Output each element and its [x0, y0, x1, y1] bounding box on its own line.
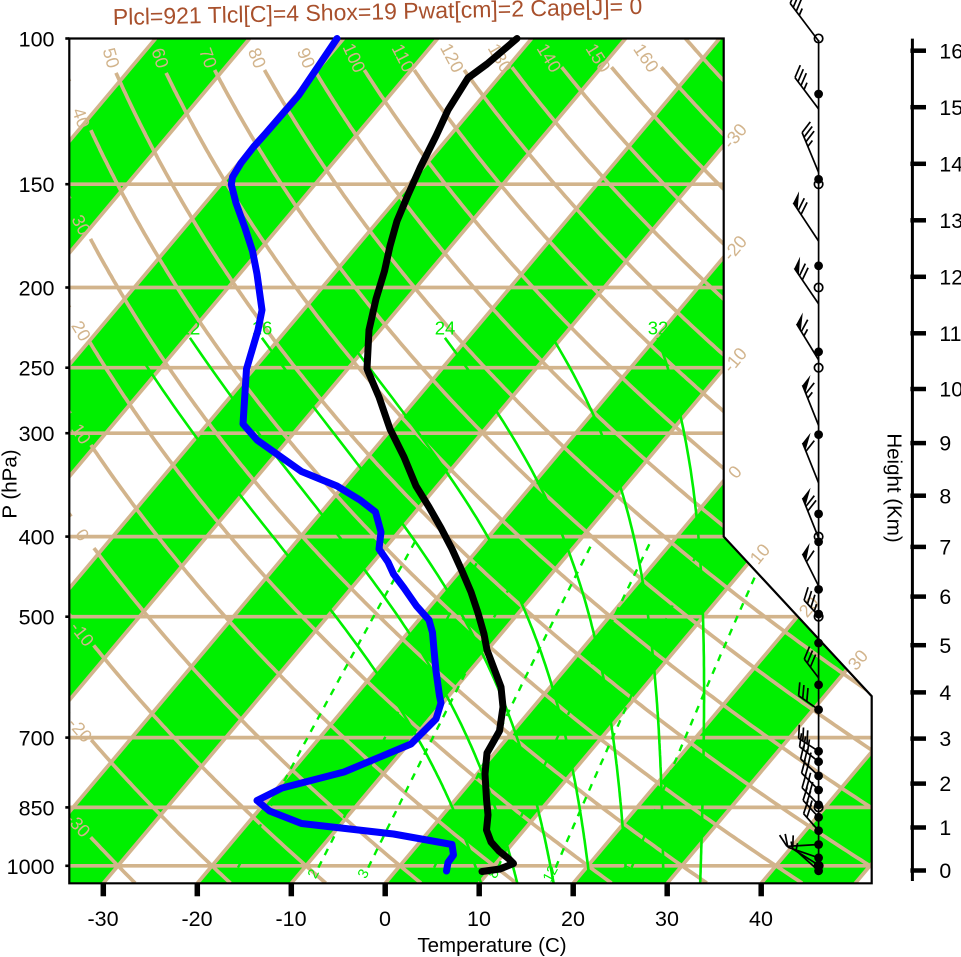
svg-text:16: 16 [939, 39, 961, 63]
svg-text:20: 20 [337, 318, 358, 339]
svg-text:-30: -30 [87, 907, 118, 931]
svg-text:8: 8 [939, 484, 951, 508]
svg-text:1000: 1000 [7, 855, 55, 879]
svg-text:400: 400 [19, 526, 55, 550]
svg-text:14: 14 [939, 152, 961, 176]
svg-text:13: 13 [939, 209, 961, 233]
svg-text:11: 11 [939, 322, 961, 346]
svg-text:30: 30 [655, 907, 679, 931]
svg-text:2: 2 [939, 772, 951, 796]
svg-text:0: 0 [379, 907, 391, 931]
svg-text:10: 10 [939, 378, 961, 402]
svg-text:P (hPa): P (hPa) [0, 449, 21, 518]
svg-text:-20: -20 [181, 907, 212, 931]
svg-text:200: 200 [19, 277, 55, 301]
svg-text:20: 20 [561, 907, 585, 931]
svg-text:3: 3 [939, 727, 951, 751]
svg-text:5: 5 [939, 634, 951, 658]
svg-text:0: 0 [939, 859, 951, 883]
svg-text:8: 8 [123, 318, 133, 339]
svg-text:4: 4 [939, 681, 951, 705]
svg-text:300: 300 [19, 422, 55, 446]
svg-text:40: 40 [749, 907, 773, 931]
svg-text:12: 12 [540, 863, 562, 885]
svg-text:12: 12 [939, 265, 961, 289]
svg-text:500: 500 [19, 606, 55, 630]
svg-text:15: 15 [939, 96, 961, 120]
svg-text:850: 850 [19, 796, 55, 820]
svg-text:250: 250 [19, 357, 55, 381]
svg-text:20: 20 [616, 863, 638, 885]
svg-text:150: 150 [19, 173, 55, 197]
svg-text:28: 28 [543, 318, 564, 339]
svg-text:100: 100 [19, 28, 55, 52]
svg-text:32: 32 [648, 318, 669, 339]
svg-text:Height (Km): Height (Km) [883, 433, 906, 542]
svg-text:6: 6 [939, 585, 951, 609]
svg-text:1: 1 [939, 816, 951, 840]
svg-text:12: 12 [180, 318, 201, 339]
svg-text:Temperature (C): Temperature (C) [417, 934, 566, 957]
svg-text:7: 7 [939, 536, 951, 560]
svg-text:-10: -10 [275, 907, 306, 931]
svg-text:24: 24 [435, 318, 456, 339]
svg-text:9: 9 [939, 432, 951, 456]
svg-text:10: 10 [467, 907, 491, 931]
svg-text:700: 700 [19, 727, 55, 751]
